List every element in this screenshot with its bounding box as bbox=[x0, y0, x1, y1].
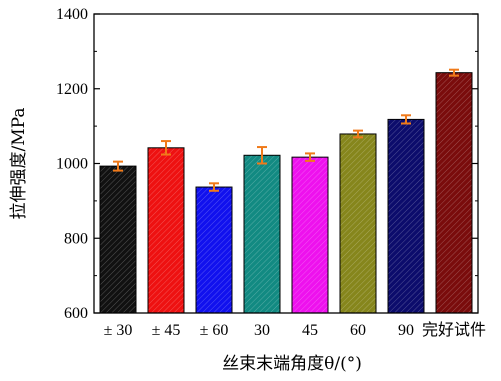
error-bar-1 bbox=[161, 140, 171, 156]
bar-2 bbox=[195, 186, 233, 314]
x-tick-label-6: 90 bbox=[398, 322, 414, 339]
x-tick-label-7: 完好试件 bbox=[422, 321, 486, 339]
y-tick-label-4: 1400 bbox=[56, 6, 88, 23]
error-bar-3 bbox=[257, 146, 267, 165]
error-bar-7 bbox=[449, 68, 459, 77]
y-axis-title: 拉伸强度/MPa bbox=[9, 108, 29, 220]
y-tick-label-2: 1000 bbox=[56, 156, 88, 173]
bars-layer bbox=[99, 72, 473, 314]
x-tick-label-4: 45 bbox=[302, 322, 318, 339]
bar-5 bbox=[339, 133, 377, 314]
error-bar-2 bbox=[209, 182, 219, 192]
bar-6 bbox=[387, 118, 425, 314]
y-tick-label-1: 800 bbox=[64, 230, 88, 247]
y-axis-ticks: 600 800 1000 1200 1400 bbox=[56, 6, 478, 322]
error-bar-0 bbox=[113, 160, 123, 172]
error-bar-6 bbox=[401, 114, 411, 125]
x-tick-label-0: ± 30 bbox=[104, 322, 133, 339]
x-tick-label-3: 30 bbox=[254, 322, 270, 339]
error-bars-layer bbox=[113, 68, 459, 192]
x-tick-label-1: ± 45 bbox=[152, 322, 181, 339]
bar-7 bbox=[435, 72, 473, 314]
x-axis-ticks: ± 30 ± 45 ± 60 30 45 60 90 完好试件 bbox=[104, 321, 486, 339]
bar-0 bbox=[99, 165, 137, 314]
x-tick-label-2: ± 60 bbox=[200, 322, 229, 339]
bar-4 bbox=[291, 156, 329, 314]
x-tick-label-5: 60 bbox=[350, 322, 366, 339]
x-axis-title: 丝束末端角度θ/(°) bbox=[222, 354, 362, 374]
bar-1 bbox=[147, 147, 185, 314]
error-bar-5 bbox=[353, 129, 363, 139]
y-tick-label-3: 1200 bbox=[56, 81, 88, 98]
y-tick-label-0: 600 bbox=[64, 305, 88, 322]
error-bar-4 bbox=[305, 152, 315, 162]
bar-3 bbox=[243, 154, 281, 314]
